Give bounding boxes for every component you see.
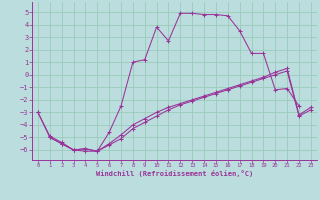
X-axis label: Windchill (Refroidissement éolien,°C): Windchill (Refroidissement éolien,°C) xyxy=(96,170,253,177)
